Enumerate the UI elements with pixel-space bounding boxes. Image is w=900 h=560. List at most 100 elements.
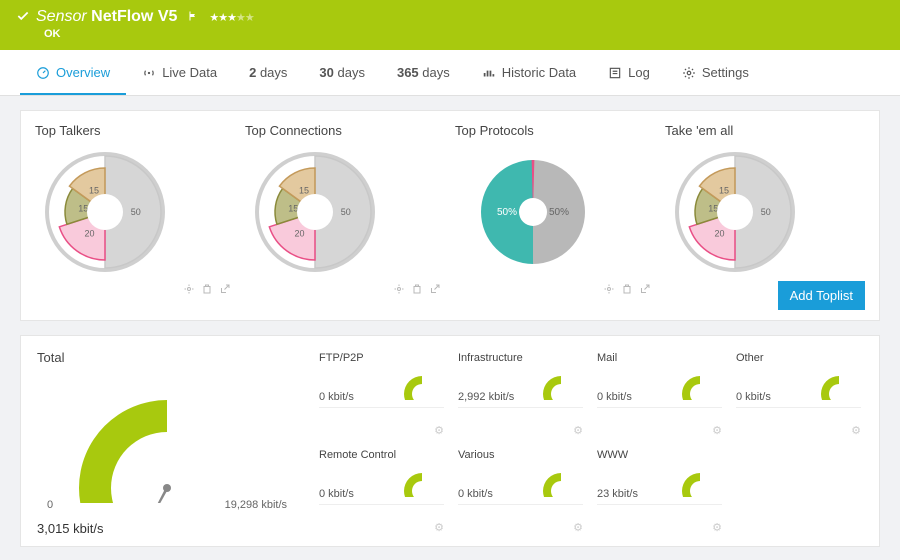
small-gauges-grid: FTP/P2P 0 kbit/s ⚙ Infrastructure 2,992 kbit… xyxy=(317,350,863,536)
small-gauge-chart[interactable] xyxy=(400,366,444,403)
toplists-panel: Top Talkers50201515Top Connections502015… xyxy=(20,110,880,321)
trash-icon[interactable] xyxy=(621,283,633,298)
tab-overview[interactable]: Overview xyxy=(20,50,126,95)
small-gauge-value: 2,992 kbit/s xyxy=(458,391,514,403)
svg-text:50: 50 xyxy=(341,207,351,217)
sensor-header: Sensor NetFlow V5 ★★★★★ OK xyxy=(0,0,900,50)
open-icon[interactable] xyxy=(219,283,231,298)
total-gauge xyxy=(57,373,277,503)
small-gauge: Other0 kbit/s⚙ xyxy=(734,350,863,439)
toplist-chart[interactable]: 50 20 1515 xyxy=(35,144,235,274)
add-toplist-button[interactable]: Add Toplist xyxy=(778,281,865,310)
toplist-chart[interactable]: 50 20 1515 xyxy=(245,144,445,274)
flag-icon[interactable] xyxy=(187,10,199,25)
trash-icon[interactable] xyxy=(201,283,213,298)
tab-historic[interactable]: Historic Data xyxy=(466,50,592,95)
log-icon xyxy=(608,66,622,80)
open-icon[interactable] xyxy=(429,283,441,298)
svg-text:15: 15 xyxy=(288,204,298,214)
small-gauge: Mail 0 kbit/s ⚙ xyxy=(595,350,724,439)
open-icon[interactable] xyxy=(639,283,651,298)
small-gauge: Various 0 kbit/s ⚙ xyxy=(456,447,585,536)
svg-text:20: 20 xyxy=(714,228,724,238)
small-gauge-title: Various xyxy=(458,449,583,461)
toplist-card: Take 'em all50201515 xyxy=(665,123,865,274)
gear-icon[interactable]: ⚙ xyxy=(573,521,583,534)
gear-icon[interactable] xyxy=(183,283,195,298)
small-gauge: Remote Control 0 kbit/s ⚙ xyxy=(317,447,446,536)
small-gauge-title: Infrastructure xyxy=(458,352,583,364)
small-gauge-value: 0 kbit/s xyxy=(319,391,354,403)
svg-text:20: 20 xyxy=(294,228,304,238)
gear-icon[interactable]: ⚙ xyxy=(434,424,444,437)
small-gauge: FTP/P2P 0 kbit/s ⚙ xyxy=(317,350,446,439)
toplist-chart[interactable]: 50201515 xyxy=(665,144,865,274)
small-gauge: Infrastructure 2,992 kbit/s ⚙ xyxy=(456,350,585,439)
star-icon[interactable]: ★ xyxy=(236,12,245,24)
small-gauge-value: 0 kbit/s xyxy=(597,391,632,403)
tab-bar: OverviewLive Data2 days30 days365 daysHi… xyxy=(0,50,900,96)
small-gauge-chart[interactable] xyxy=(678,463,722,500)
svg-text:50%: 50% xyxy=(549,207,569,218)
gear-icon[interactable]: ⚙ xyxy=(712,424,722,437)
small-gauge-value: 0 kbit/s xyxy=(319,488,354,500)
gear-icon xyxy=(682,66,696,80)
svg-text:15: 15 xyxy=(708,204,718,214)
toplist-card: Top Talkers 50 20 1515 xyxy=(35,123,235,274)
small-gauge-value: 23 kbit/s xyxy=(597,488,638,500)
gear-icon[interactable]: ⚙ xyxy=(851,424,861,437)
tab-30d[interactable]: 30 days xyxy=(303,50,381,95)
check-icon xyxy=(16,9,30,26)
rating-stars[interactable]: ★★★★★ xyxy=(209,11,253,24)
small-gauge-chart[interactable] xyxy=(678,366,722,403)
small-gauge-title: FTP/P2P xyxy=(319,352,444,364)
svg-text:50: 50 xyxy=(761,207,771,217)
status-badge: OK xyxy=(44,28,884,40)
small-gauge-value: 0 kbit/s xyxy=(458,488,493,500)
tab-365d[interactable]: 365 days xyxy=(381,50,466,95)
gear-icon[interactable]: ⚙ xyxy=(573,424,583,437)
tab-log[interactable]: Log xyxy=(592,50,666,95)
live-icon xyxy=(142,66,156,80)
gear-icon[interactable] xyxy=(603,283,615,298)
gauges-panel: Total 0 19,298 kbit/s 3,015 kbit/s FTP/P… xyxy=(20,335,880,547)
tab-live[interactable]: Live Data xyxy=(126,50,233,95)
total-max-label: 19,298 kbit/s xyxy=(225,499,287,511)
gauge-icon xyxy=(36,66,50,80)
star-icon[interactable]: ★ xyxy=(245,12,254,24)
toplist-card: Top Protocols50%50% xyxy=(455,123,655,274)
gear-icon[interactable]: ⚙ xyxy=(434,521,444,534)
toplist-chart[interactable]: 50% 50% xyxy=(455,144,655,274)
small-gauge-chart[interactable] xyxy=(400,463,444,500)
total-gauge-title: Total xyxy=(37,350,297,365)
small-gauge-chart[interactable] xyxy=(817,366,861,403)
total-value: 3,015 kbit/s xyxy=(37,521,297,536)
small-gauge-title: Mail xyxy=(597,352,722,364)
small-gauge-title: Remote Control xyxy=(319,449,444,461)
gear-icon[interactable]: ⚙ xyxy=(712,521,722,534)
svg-text:15: 15 xyxy=(78,204,88,214)
toplist-title: Top Talkers xyxy=(35,123,235,138)
star-icon[interactable]: ★ xyxy=(209,12,218,24)
sensor-title: Sensor NetFlow V5 xyxy=(36,8,177,26)
svg-text:15: 15 xyxy=(299,185,309,195)
historic-icon xyxy=(482,66,496,80)
tab-2d[interactable]: 2 days xyxy=(233,50,303,95)
star-icon[interactable]: ★ xyxy=(218,12,227,24)
gear-icon[interactable] xyxy=(393,283,405,298)
trash-icon[interactable] xyxy=(411,283,423,298)
toplist-card: Top Connections 50 20 1515 xyxy=(245,123,445,274)
star-icon[interactable]: ★ xyxy=(227,12,236,24)
total-min-label: 0 xyxy=(47,499,53,511)
toplist-title: Top Connections xyxy=(245,123,445,138)
svg-text:50: 50 xyxy=(131,207,141,217)
toplist-title: Take 'em all xyxy=(665,123,865,138)
small-gauge-chart[interactable] xyxy=(539,463,583,500)
svg-text:50%: 50% xyxy=(497,207,517,218)
svg-text:15: 15 xyxy=(89,185,99,195)
tab-settings[interactable]: Settings xyxy=(666,50,765,95)
svg-text:20: 20 xyxy=(84,228,94,238)
total-gauge-block: Total 0 19,298 kbit/s 3,015 kbit/s xyxy=(37,350,297,536)
small-gauge-chart[interactable] xyxy=(539,366,583,403)
small-gauge: WWW23 kbit/s⚙ xyxy=(595,447,724,536)
